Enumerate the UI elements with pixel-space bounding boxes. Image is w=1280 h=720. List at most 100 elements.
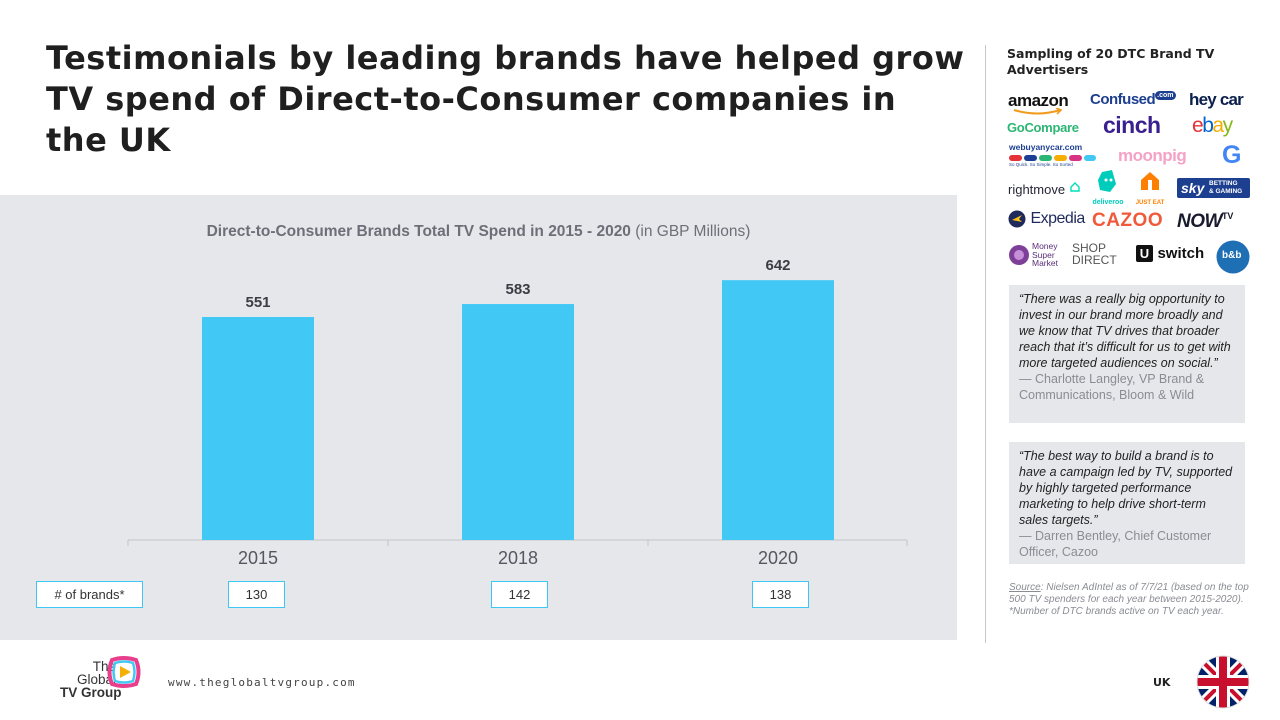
chart-title-unit: (in GBP Millions) <box>635 223 751 240</box>
bar-2020 <box>722 280 834 540</box>
sidebar-divider <box>985 45 986 643</box>
tv-play-icon <box>107 656 141 688</box>
brand-logos-grid: amazon Confused .com hey car GoCompare ci… <box>1005 88 1255 274</box>
x-tick-label-2015: 2015 <box>238 548 278 568</box>
logo-line2: Global <box>76 672 116 687</box>
webuyanycar-tagline: So Quick. So Simple. So Sorted <box>1009 161 1073 167</box>
ebay-e: e <box>1192 114 1204 137</box>
bbb-circle-icon <box>1216 240 1250 274</box>
bbb-logo: b&b <box>1216 240 1250 278</box>
brands-row-label-text: # of brands* <box>54 587 125 602</box>
quote-card-2: “The best way to build a brand is to hav… <box>1009 442 1245 564</box>
expedia-logo-text: Expedia <box>1030 210 1085 227</box>
x-tick-label-2020: 2020 <box>758 548 798 568</box>
nowtv-logo-text: NOW <box>1177 211 1222 232</box>
cinch-logo-text: cinch <box>1103 112 1161 138</box>
shopdirect-logo: SHOP DIRECT <box>1072 242 1117 266</box>
house-icon <box>1069 182 1080 192</box>
confused-logo: Confused .com <box>1090 91 1176 108</box>
amazon-logo-text: amazon <box>1008 91 1069 110</box>
rightmove-logo: rightmove <box>1008 182 1080 198</box>
bar-value-label-2020: 642 <box>765 257 790 274</box>
cars-icon <box>1009 154 1096 161</box>
page-title: Testimonials by leading brands have help… <box>46 39 965 159</box>
sky-sub2: & GAMING <box>1209 188 1243 195</box>
bar-chart: 551 2015 583 2018 642 2020 <box>127 257 908 568</box>
webuyanycar-logo-text: webuyanycar.com <box>1009 142 1083 152</box>
source-note: Source: Nielsen AdIntel as of 7/7/21 (ba… <box>1009 582 1249 618</box>
rightmove-logo-text: rightmove <box>1008 182 1066 197</box>
brands-count-2015-text: 130 <box>245 587 268 602</box>
deliveroo-logo: deliveroo <box>1090 170 1126 208</box>
brands-row-label: # of brands* <box>36 581 143 608</box>
justeat-logo: JUST EAT <box>1135 170 1165 208</box>
bar-2015 <box>202 317 314 540</box>
brands-count-2020-text: 138 <box>769 587 792 602</box>
bbb-logo-text: b&b <box>1222 250 1242 261</box>
heycar-logo-text: hey car <box>1189 90 1244 109</box>
brands-count-2020: 138 <box>752 581 809 608</box>
brands-count-2015: 130 <box>228 581 285 608</box>
ebay-a: a <box>1212 114 1224 137</box>
expedia-logo: Expedia <box>1008 210 1085 228</box>
msm-line3: Market <box>1032 258 1058 268</box>
deliveroo-logo-text: deliveroo <box>1092 199 1124 206</box>
moonpig-logo-text: moonpig <box>1118 146 1187 165</box>
brands-count-2018: 142 <box>491 581 548 608</box>
google-logo: G <box>1222 143 1241 168</box>
source-text: : Nielsen AdIntel as of 7/7/21 (based on… <box>1009 582 1249 617</box>
ebay-logo: ebay <box>1192 114 1234 137</box>
bar-value-label-2015: 551 <box>245 294 270 311</box>
source-label: Source <box>1009 582 1041 593</box>
msm-line1: Money <box>1032 241 1058 251</box>
moonpig-logo: moonpig <box>1118 146 1187 165</box>
uswitch-logo: U switch <box>1136 245 1204 262</box>
msm-line2: Super <box>1032 249 1055 260</box>
cinch-logo: cinch <box>1103 114 1161 137</box>
quote-1-text: “There was a really big opportunity to i… <box>1019 292 1231 370</box>
amazon-smile-icon <box>1013 108 1063 115</box>
uk-flag-icon <box>1196 655 1250 709</box>
chart-title-text: Direct-to-Consumer Brands Total TV Spend… <box>206 223 631 240</box>
bar-value-label-2018: 583 <box>505 281 530 298</box>
chart-title: Direct-to-Consumer Brands Total TV Spend… <box>0 223 957 241</box>
kangaroo-icon <box>1098 170 1116 192</box>
sky-sub1: BETTING <box>1209 180 1238 187</box>
quote-2-author: — Darren Bentley, Chief Customer Officer… <box>1019 529 1212 559</box>
uswitch-logo-u: U <box>1136 245 1153 262</box>
cazoo-logo: CAZOO <box>1092 211 1163 230</box>
nowtv-logo: NOWTV <box>1177 211 1234 232</box>
shopdirect-line2: DIRECT <box>1072 253 1117 267</box>
sampling-title: Sampling of 20 DTC Brand TV Advertisers <box>1007 46 1215 77</box>
heycar-logo: hey car <box>1189 90 1244 109</box>
amazon-logo: amazon <box>1008 91 1069 115</box>
cazoo-logo-text: CAZOO <box>1092 210 1164 231</box>
uswitch-logo-text: switch <box>1157 245 1205 262</box>
brands-count-2018-text: 142 <box>508 587 531 602</box>
shopdirect-line1: SHOP <box>1072 241 1107 255</box>
chart-panel: Direct-to-Consumer Brands Total TV Spend… <box>0 195 957 640</box>
quote-1-author: — Charlotte Langley, VP Brand & Communic… <box>1019 372 1205 402</box>
nowtv-logo-tv: TV <box>1221 211 1234 221</box>
confused-logo-text: Confused <box>1090 91 1156 108</box>
plane-icon <box>1008 210 1026 228</box>
ebay-b: b <box>1202 114 1214 137</box>
gocompare-logo: GoCompare <box>1007 120 1079 136</box>
country-label: UK <box>1153 676 1171 689</box>
sky-betting-logo: sky BETTING & GAMING <box>1177 178 1250 198</box>
ebay-y: y <box>1222 114 1234 137</box>
gocompare-logo-text: GoCompare <box>1007 120 1079 135</box>
sky-logo-text: sky <box>1181 180 1205 196</box>
webuyanycar-logo: webuyanycar.com So Quick. So Simple. So … <box>1009 143 1097 167</box>
bar-2018 <box>462 304 574 540</box>
company-logo: The Global TV Group <box>60 656 150 704</box>
quote-card-1: “There was a really big opportunity to i… <box>1009 285 1245 423</box>
google-logo-text: G <box>1222 141 1242 169</box>
house-fork-icon <box>1141 172 1159 190</box>
quote-2-text: “The best way to build a brand is to hav… <box>1019 449 1233 527</box>
website-url: www.theglobaltvgroup.com <box>168 676 356 689</box>
justeat-logo-text: JUST EAT <box>1135 200 1165 206</box>
confused-logo-suffix: .com <box>1155 91 1176 100</box>
x-tick-label-2018: 2018 <box>498 548 538 568</box>
logo-line3: TV Group <box>60 685 122 700</box>
